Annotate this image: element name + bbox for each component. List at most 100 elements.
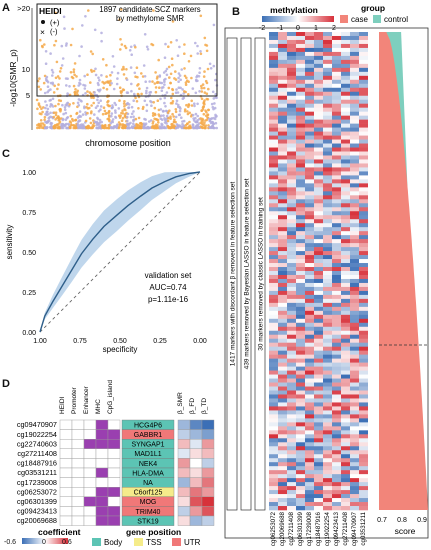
beta-cell [189, 515, 203, 526]
heatmap-cell [350, 430, 359, 435]
heatmap-cell [359, 223, 368, 228]
manhattan-point [117, 107, 121, 110]
heatmap-cell [332, 32, 341, 37]
manhattan-point [210, 102, 214, 106]
heatmap-cell [287, 430, 296, 435]
manhattan-point [195, 75, 198, 79]
manhattan-point [43, 91, 47, 95]
manhattan-point [50, 125, 53, 129]
manhattan-point [180, 126, 184, 130]
heatmap-cell [323, 103, 332, 108]
manhattan-point [50, 68, 54, 72]
heatmap-cell [314, 199, 323, 204]
heatmap-cell [278, 143, 287, 148]
heatmap-cell [359, 103, 368, 108]
heatmap-cell [323, 398, 332, 403]
annotation-flag-cell [95, 419, 109, 430]
heatmap-cell [359, 111, 368, 116]
manhattan-point [124, 46, 128, 50]
heatmap-cell [332, 131, 341, 136]
heatmap-cell [278, 374, 287, 379]
manhattan-point [163, 96, 167, 100]
manhattan-point [183, 110, 187, 113]
heatmap-cell [278, 103, 287, 108]
heatmap-cell [359, 430, 368, 435]
heatmap-cell [341, 386, 350, 391]
heatmap-cell [287, 466, 296, 471]
bar-30-label: 30 markers removed by classic LASSO in t… [258, 197, 265, 351]
heatmap-cell [296, 350, 305, 355]
heatmap-cell [296, 183, 305, 188]
heatmap-cell [323, 506, 332, 511]
manhattan-point [194, 112, 198, 116]
heatmap-cell [323, 243, 332, 248]
manhattan-point [194, 91, 198, 95]
heatmap-cell [359, 406, 368, 411]
manhattan-point [66, 116, 70, 119]
heatmap-cell [305, 334, 314, 340]
heatmap-cell [323, 95, 332, 101]
manhattan-point [122, 73, 126, 76]
heatmap-cell [350, 243, 359, 248]
heatmap-cell [296, 59, 305, 65]
manhattan-point [202, 86, 206, 90]
heatmap-cell [314, 306, 323, 312]
heatmap-cell [305, 267, 314, 272]
heatmap-cell [359, 259, 368, 264]
heatmap-cell [278, 107, 287, 112]
manhattan-point [126, 126, 130, 130]
heatmap-cell [305, 47, 314, 53]
manhattan-point [154, 71, 157, 74]
heatmap-cell [332, 342, 341, 347]
manhattan-point [162, 126, 166, 129]
heatmap-cell [350, 350, 359, 355]
annotation-row-gene: TRIM40 [136, 509, 161, 516]
heatmap-cell [332, 39, 341, 45]
heatmap-cell [278, 322, 287, 328]
manhattan-point [213, 102, 216, 105]
heatmap-cell [314, 223, 323, 228]
manhattan-point [153, 82, 157, 85]
heatmap-cell [296, 267, 305, 272]
heatmap-cell [341, 298, 350, 304]
heatmap-cell [278, 438, 287, 443]
heatmap-cell [278, 434, 287, 439]
heatmap-cell [296, 362, 305, 367]
heatmap-cell [269, 414, 278, 419]
heatmap-cell [341, 43, 350, 49]
heatmap-cell [323, 267, 332, 272]
heatmap-cell [314, 231, 323, 236]
heatmap-cell [314, 394, 323, 399]
heatmap-cell [341, 235, 350, 240]
heatmap-cell [350, 450, 359, 455]
heatmap-cell [350, 83, 359, 89]
heatmap-cell [287, 51, 296, 57]
manhattan-point [51, 97, 55, 101]
heatmap-cell [341, 39, 350, 45]
manhattan-point [135, 100, 139, 103]
roc-diagonal [39, 171, 201, 333]
heatmap-cell [323, 111, 332, 116]
manhattan-point [74, 119, 77, 122]
heatmap-cell [350, 346, 359, 351]
heatmap-cell [287, 486, 296, 491]
heatmap-cell [341, 187, 350, 192]
heatmap-cell [314, 450, 323, 455]
heatmap-cell [287, 239, 296, 244]
heatmap-cell [287, 334, 296, 340]
heatmap-cell [359, 255, 368, 260]
beta-cell [201, 496, 215, 507]
heatmap-cell [314, 434, 323, 439]
heatmap-cell [287, 330, 296, 336]
manhattan-point [215, 96, 218, 100]
heatmap-cell [350, 442, 359, 447]
heatmap-cell [305, 103, 314, 108]
manhattan-point [63, 106, 67, 109]
heatmap-cell [314, 179, 323, 184]
heatmap-cell [359, 75, 368, 81]
heatmap-cell [332, 434, 341, 439]
manhattan-point [128, 49, 132, 52]
heatmap-cell [341, 227, 350, 232]
heatmap-cell [314, 414, 323, 419]
heatmap-cell [269, 207, 278, 212]
